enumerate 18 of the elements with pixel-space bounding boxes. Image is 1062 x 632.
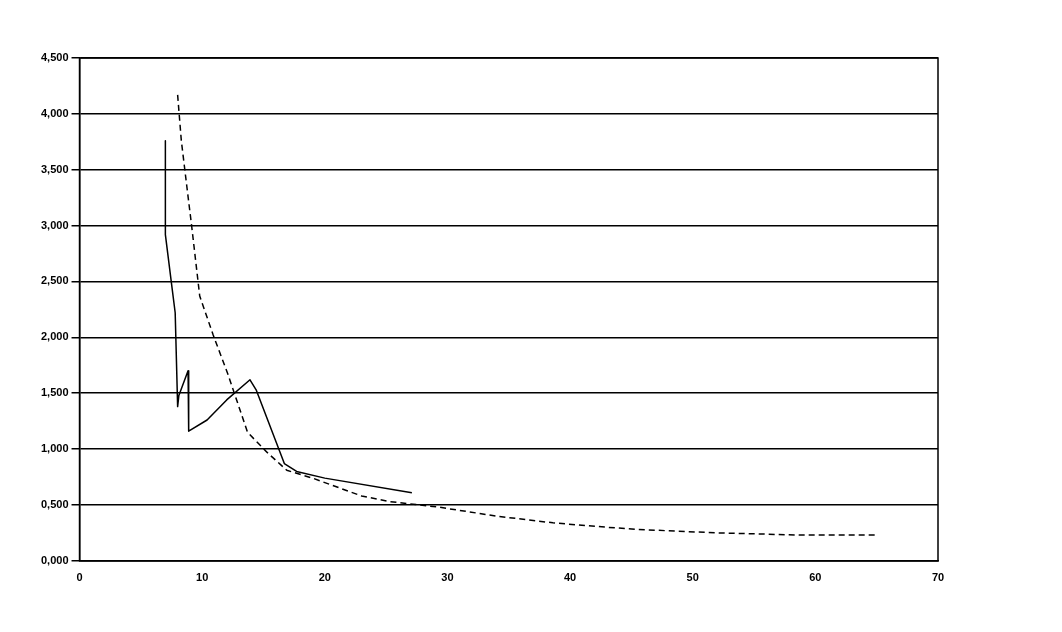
- y-tick-label: 4,500: [41, 51, 69, 64]
- x-tick-label: 30: [441, 571, 454, 584]
- x-tick-label: 70: [931, 571, 945, 584]
- y-tick-label: 1,500: [41, 386, 69, 399]
- y-tick-label: 0,000: [41, 553, 69, 566]
- x-tick-label: 10: [196, 571, 209, 584]
- x-tick-label: 0: [76, 571, 83, 584]
- y-tick-label: 0,500: [41, 497, 69, 510]
- x-tick-label: 60: [809, 571, 822, 584]
- x-tick-label: 50: [686, 571, 699, 584]
- x-tick-label: 40: [563, 571, 577, 584]
- x-tick-label: 20: [318, 571, 331, 584]
- y-tick-label: 1,000: [41, 442, 69, 455]
- y-tick-label: 3,500: [41, 162, 69, 175]
- y-tick-label: 4,000: [41, 106, 69, 119]
- y-tick-label: 2,000: [41, 330, 69, 343]
- y-tick-label: 3,000: [41, 218, 69, 231]
- y-tick-label: 2,500: [41, 274, 69, 287]
